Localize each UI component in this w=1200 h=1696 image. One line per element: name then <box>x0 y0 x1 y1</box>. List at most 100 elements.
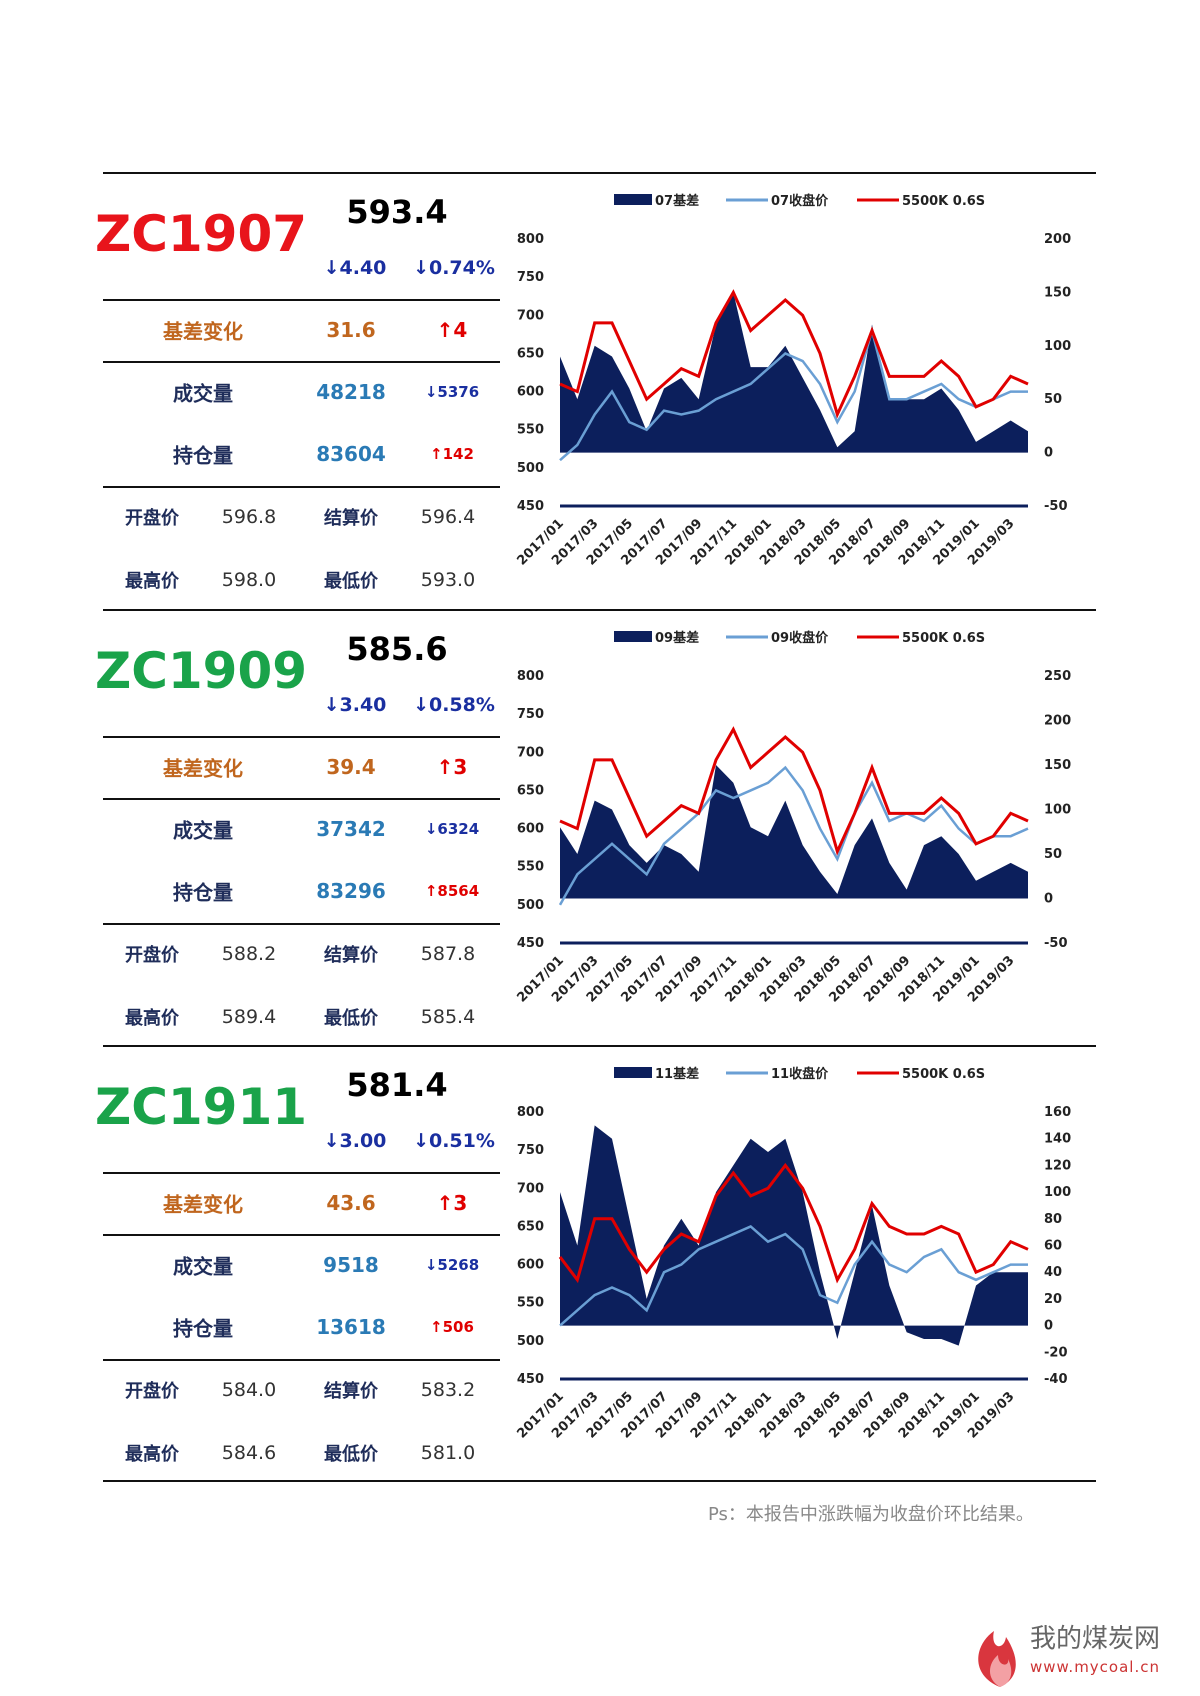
divider <box>103 486 500 488</box>
low-label: 最低价 <box>324 1008 378 1029</box>
settle-value: 587.8 <box>420 943 476 965</box>
y2-tick-label: 150 <box>1044 285 1071 300</box>
basis-area <box>560 1125 1028 1346</box>
y2-tick-label: 200 <box>1044 714 1071 729</box>
y-tick-label: 600 <box>517 822 544 837</box>
high-label: 最高价 <box>125 1008 179 1029</box>
y2-tick-label: 200 <box>1044 232 1071 247</box>
price-line <box>559 325 1028 462</box>
volume-value: 37342 <box>316 817 386 841</box>
open-label: 开盘价 <box>125 1381 179 1402</box>
y2-tick-label: 40 <box>1044 1265 1062 1280</box>
y2-tick-label: 100 <box>1044 339 1071 354</box>
oi-value: 83604 <box>316 442 386 466</box>
price-change-pct: ↓0.51% <box>413 1130 495 1152</box>
basis-label: 基差变化 <box>163 1192 243 1217</box>
settle-label: 结算价 <box>324 945 378 966</box>
y-tick-label: 800 <box>517 232 544 247</box>
legend-label: 09基差 <box>655 630 699 646</box>
volume-value: 48218 <box>316 380 386 404</box>
y-tick-label: 700 <box>517 745 544 760</box>
y-tick-label: 650 <box>517 783 544 798</box>
low-value: 581.0 <box>420 1442 476 1464</box>
y2-tick-label: -20 <box>1044 1345 1068 1360</box>
oi-change: ↑506 <box>430 1318 474 1336</box>
volume-label: 成交量 <box>173 381 233 406</box>
open-value: 584.0 <box>221 1379 277 1401</box>
legend-label: 5500K 0.6S <box>902 194 985 209</box>
y-tick-label: 600 <box>517 1258 544 1273</box>
high-value: 584.6 <box>221 1442 277 1464</box>
basis-value: 39.4 <box>326 755 376 779</box>
panel: ZC1911 581.4 ↓3.00 ↓0.51% 基差变化 43.6 ↑3 成交量 9518 ↓… <box>95 1045 1096 1482</box>
y2-tick-label: 150 <box>1044 758 1071 773</box>
bottom-rule <box>103 1480 1096 1482</box>
volume-label: 成交量 <box>173 818 233 843</box>
oi-value: 83296 <box>316 879 386 903</box>
oi-change: ↑142 <box>430 445 474 463</box>
low-label: 最低价 <box>324 571 378 592</box>
price: 581.4 <box>346 1066 448 1104</box>
legend-label: 5500K 0.6S <box>902 631 985 646</box>
chart: 450500550600650700750800-500501001502002… <box>514 193 1071 569</box>
price-line <box>559 1224 1028 1327</box>
y2-tick-label: 80 <box>1044 1212 1062 1227</box>
y-tick-label: 750 <box>517 270 544 285</box>
y-tick-label: 500 <box>517 1334 544 1349</box>
legend-swatch <box>614 631 652 642</box>
legend-label: 5500K 0.6S <box>902 1067 985 1082</box>
y2-tick-label: 100 <box>1044 1185 1071 1200</box>
y2-tick-label: 0 <box>1044 446 1053 461</box>
basis-value: 43.6 <box>326 1191 376 1215</box>
contract-code: ZC1909 <box>94 642 308 700</box>
oi-label: 持仓量 <box>173 1316 233 1341</box>
open-label: 开盘价 <box>125 508 179 529</box>
divider <box>103 736 500 738</box>
legend-label: 07基差 <box>655 193 699 209</box>
settle-label: 结算价 <box>324 508 378 529</box>
oi-label: 持仓量 <box>173 443 233 468</box>
open-value: 588.2 <box>221 943 277 965</box>
y-tick-label: 500 <box>517 898 544 913</box>
flame-inner <box>990 1655 1012 1687</box>
high-value: 589.4 <box>221 1006 277 1028</box>
basis-label: 基差变化 <box>163 756 243 781</box>
basis-area <box>560 765 1028 899</box>
y-tick-label: 700 <box>517 308 544 323</box>
open-label: 开盘价 <box>125 945 179 966</box>
y2-tick-label: 0 <box>1044 892 1053 907</box>
legend-swatch <box>614 194 652 205</box>
y-tick-label: 800 <box>517 1105 544 1120</box>
settle-value: 583.2 <box>420 1379 476 1401</box>
divider <box>103 923 500 925</box>
y2-tick-label: 120 <box>1044 1158 1071 1173</box>
basis-change: ↑3 <box>436 755 468 779</box>
chart: 450 500 550 600 650 700 750 800 -40 -20 0 20 40 60 80 1… <box>514 1066 1071 1442</box>
y-tick-label: 550 <box>517 860 544 875</box>
price-line <box>558 765 1029 906</box>
high-value: 598.0 <box>221 569 277 591</box>
high-label: 最高价 <box>125 571 179 592</box>
volume-change: ↓6324 <box>424 820 480 838</box>
y-tick-label: 550 <box>517 1296 544 1311</box>
divider <box>103 299 500 301</box>
price: 585.6 <box>346 630 448 668</box>
legend-label: 07收盘价 <box>771 193 829 209</box>
y-tick-label: 500 <box>517 461 544 476</box>
y2-tick-label: -40 <box>1044 1372 1068 1387</box>
basis-area <box>560 292 1028 453</box>
y-tick-label: 650 <box>517 346 544 361</box>
contract-code: ZC1907 <box>94 205 308 263</box>
settle-value: 596.4 <box>420 506 476 528</box>
y-tick-label: 450 <box>517 499 544 514</box>
basis-change: ↑4 <box>436 318 468 342</box>
price-change: ↓3.00 <box>323 1130 387 1152</box>
y-tick-label: 750 <box>517 1143 544 1158</box>
volume-change: ↓5376 <box>424 383 480 401</box>
y-tick-label: 750 <box>517 707 544 722</box>
price-line <box>558 1162 1029 1284</box>
y-tick-label: 600 <box>517 385 544 400</box>
chart: 450500550600650700750800-500501001502002… <box>514 630 1071 1006</box>
volume-change: ↓5268 <box>424 1256 480 1274</box>
